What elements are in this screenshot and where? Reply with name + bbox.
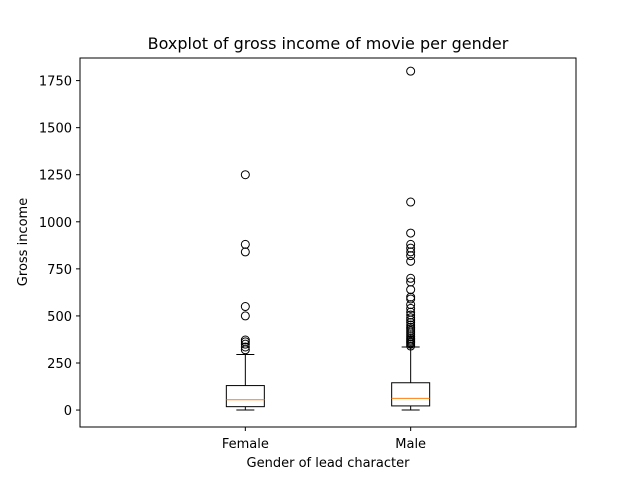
box-group-female — [225, 170, 265, 411]
x-tick-label: Female — [222, 437, 269, 452]
y-tick-label: 500 — [47, 310, 72, 325]
y-tick-label: 750 — [47, 263, 72, 278]
flier-point — [406, 294, 416, 304]
box — [391, 382, 431, 407]
flier-point — [240, 302, 250, 312]
flier-point — [406, 256, 416, 266]
flier-point — [240, 339, 250, 349]
flier-point — [240, 342, 250, 352]
boxes — [225, 66, 431, 411]
y-tick-label: 1000 — [39, 216, 72, 231]
flier-point — [240, 170, 250, 180]
y-tick-label: 1250 — [39, 169, 72, 184]
flier-point — [240, 239, 250, 249]
flier-point — [240, 311, 250, 321]
x-axis: Female Male — [222, 427, 426, 452]
box — [225, 385, 265, 408]
flier-point — [406, 322, 416, 332]
flier-point — [406, 197, 416, 207]
flier-point — [406, 239, 416, 249]
y-axis-label: Gross income — [16, 198, 31, 286]
flier-point — [406, 310, 416, 320]
flier-point — [406, 320, 416, 330]
flier-point — [406, 273, 416, 283]
box-group-male — [391, 66, 431, 411]
y-tick-label: 0 — [64, 404, 72, 419]
x-tick-label: Male — [395, 437, 426, 452]
flier-point — [406, 277, 416, 287]
y-axis: 0 250 500 750 1000 1250 1500 1750 — [39, 75, 80, 419]
flier-point — [406, 228, 416, 238]
chart-title: Boxplot of gross income of movie per gen… — [148, 34, 509, 53]
y-tick-label: 250 — [47, 357, 72, 372]
y-tick-label: 1750 — [39, 75, 72, 90]
flier-point — [240, 247, 250, 257]
flier-point — [406, 285, 416, 295]
flier-point — [406, 303, 416, 313]
flier-point — [406, 243, 416, 253]
y-tick-label: 1500 — [39, 122, 72, 137]
plot-area — [79, 57, 577, 428]
flier-point — [240, 335, 250, 345]
flier-point — [406, 292, 416, 302]
flier-point — [406, 66, 416, 76]
x-axis-label: Gender of lead character — [247, 456, 411, 471]
flier-point — [406, 313, 416, 323]
